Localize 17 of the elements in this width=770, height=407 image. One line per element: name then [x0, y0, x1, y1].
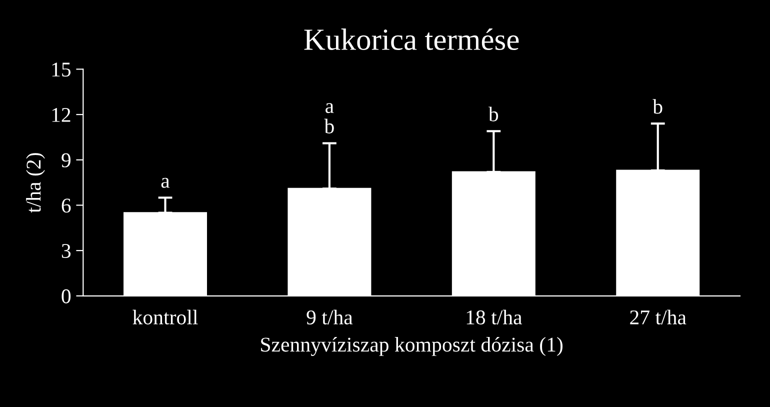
- x-axis-title: Szennyvíziszap komposzt dózisa (1): [261, 337, 563, 356]
- y-tick-label: 9: [62, 153, 70, 168]
- chart-title: Kukorica termése: [304, 28, 519, 50]
- annotation: a: [161, 178, 170, 188]
- annotation: b: [652, 99, 662, 114]
- y-tick-label: 15: [52, 62, 71, 77]
- x-tick-label: 18 t/ha: [466, 310, 522, 324]
- x-tick-label: 9 t/ha: [306, 310, 353, 324]
- y-tick-label: 3: [62, 244, 71, 258]
- y-tick-label: 6: [62, 198, 71, 213]
- annotation: a b: [324, 103, 334, 134]
- y-tick-label: 0: [62, 289, 71, 304]
- x-tick-label: 27 t/ha: [630, 310, 686, 324]
- y-axis-title: t/ha (2): [26, 153, 45, 213]
- annotation: b: [488, 106, 498, 122]
- y-tick-label: 12: [52, 108, 70, 122]
- x-tick-label: kontroll: [132, 310, 198, 324]
